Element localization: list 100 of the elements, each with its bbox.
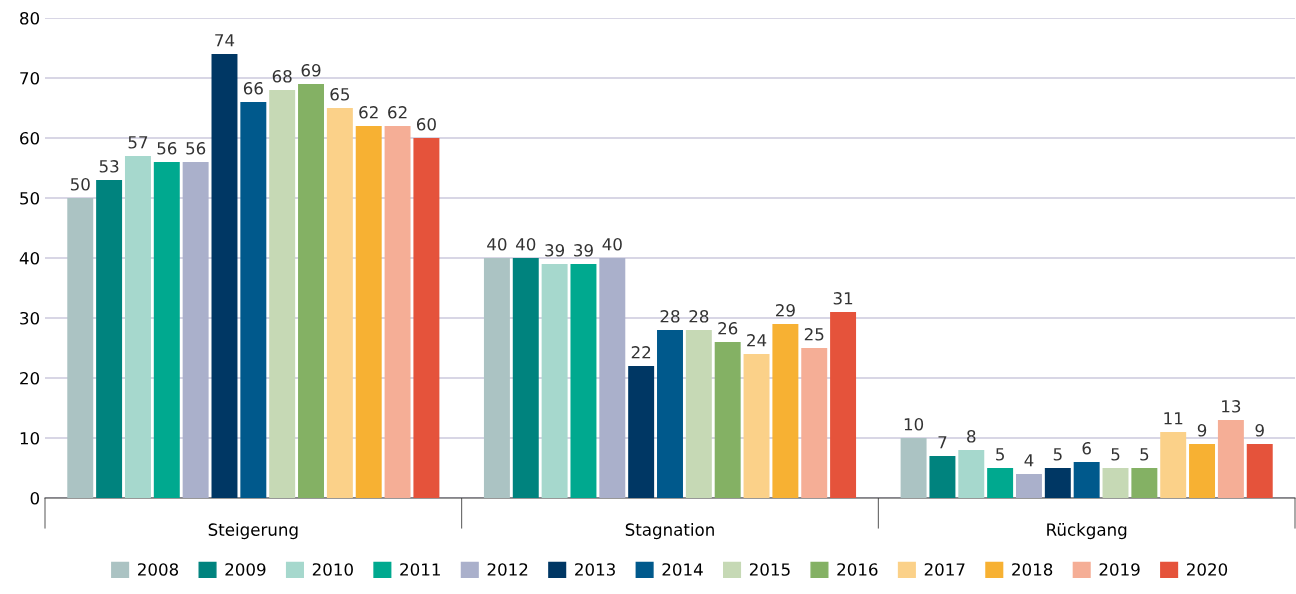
bar <box>269 90 296 498</box>
bar <box>801 348 828 498</box>
data-label: 56 <box>186 142 206 155</box>
data-label: 24 <box>747 334 767 347</box>
bar <box>355 126 382 498</box>
bar <box>987 468 1014 498</box>
legend-label: 2018 <box>1012 563 1053 576</box>
data-label: 5 <box>996 448 1004 461</box>
data-label: 7 <box>938 436 947 449</box>
data-label: 9 <box>1197 424 1207 437</box>
bar <box>570 264 597 498</box>
data-label: 62 <box>388 106 407 119</box>
data-label: 40 <box>515 238 536 251</box>
data-label: 56 <box>157 142 177 155</box>
data-label: 28 <box>689 310 709 323</box>
bar <box>657 330 683 498</box>
bar <box>240 102 267 498</box>
data-label: 66 <box>243 82 263 95</box>
data-label: 5 <box>1053 448 1062 461</box>
bar <box>124 156 151 498</box>
bar <box>685 330 712 498</box>
bar <box>298 84 325 498</box>
data-label: 62 <box>359 106 378 119</box>
legend-label: 2020 <box>1187 563 1228 576</box>
data-label: 40 <box>602 238 622 251</box>
bar <box>1015 474 1042 498</box>
data-label: 26 <box>718 322 738 335</box>
legend-label: 2017 <box>924 563 965 576</box>
data-label: 13 <box>1222 400 1241 413</box>
data-label: 10 <box>904 418 924 431</box>
bar <box>1102 468 1129 498</box>
data-label: 28 <box>660 310 680 323</box>
data-label: 25 <box>804 328 824 341</box>
bar <box>1246 444 1273 498</box>
y-tick-label: 10 <box>20 431 40 445</box>
legend-label: 2019 <box>1099 563 1140 576</box>
data-label: 11 <box>1164 412 1183 425</box>
bar <box>714 342 741 498</box>
bar <box>384 126 411 498</box>
bar <box>483 258 510 498</box>
data-label: 68 <box>272 70 292 83</box>
data-label: 31 <box>833 292 853 305</box>
bar <box>929 456 956 498</box>
data-label: 60 <box>416 118 436 131</box>
bar <box>67 198 94 498</box>
bar <box>1044 468 1071 498</box>
legend-label: 2012 <box>487 563 528 576</box>
bar <box>1073 462 1100 498</box>
y-tick-label: 50 <box>20 191 40 205</box>
bar <box>153 162 180 498</box>
data-label: 40 <box>487 238 507 251</box>
bar <box>830 312 857 498</box>
bar <box>628 366 655 498</box>
data-label: 5 <box>1111 448 1120 461</box>
data-label: 29 <box>776 304 795 317</box>
y-tick-label: 40 <box>19 251 40 265</box>
legend-label: 2014 <box>662 563 703 576</box>
legend-label: 2011 <box>400 563 440 576</box>
legend-label: 2013 <box>575 563 615 576</box>
bar <box>326 108 353 498</box>
y-tick-label: 80 <box>20 11 40 25</box>
y-tick-label: 20 <box>20 371 40 385</box>
bar <box>1217 420 1244 498</box>
data-label: 22 <box>631 346 651 359</box>
bar <box>958 450 985 498</box>
data-label: 57 <box>128 136 148 149</box>
y-tick-label: 70 <box>20 71 40 85</box>
y-tick-label: 60 <box>20 131 40 145</box>
data-label: 53 <box>99 160 119 173</box>
legend-label: 2016 <box>837 563 878 576</box>
data-label: 5 <box>1140 448 1149 461</box>
bar <box>182 162 209 498</box>
bar <box>512 258 539 498</box>
bar <box>772 324 799 498</box>
data-label: 9 <box>1255 424 1264 437</box>
bar <box>900 438 927 498</box>
data-label: 8 <box>967 430 976 443</box>
y-tick-label: 30 <box>20 311 40 325</box>
data-label: 39 <box>545 244 565 257</box>
legend-label: 2009 <box>225 563 266 576</box>
y-tick-label: 0 <box>30 491 40 505</box>
legend-label: 2008 <box>138 563 179 576</box>
bar <box>211 54 238 498</box>
bar <box>413 138 440 498</box>
data-label: 65 <box>330 88 350 101</box>
bar <box>743 354 770 498</box>
x-tick-label: Rückgang <box>1047 523 1127 540</box>
data-label: 4 <box>1024 454 1034 467</box>
data-label: 39 <box>574 244 593 257</box>
x-tick-label: Steigerung <box>208 523 298 540</box>
legend-label: 2010 <box>312 563 353 576</box>
legend-label: 2015 <box>749 563 790 576</box>
bar <box>1160 432 1187 498</box>
bar <box>1189 444 1216 498</box>
bar <box>599 258 626 498</box>
data-label: 69 <box>301 64 321 77</box>
data-label: 6 <box>1082 442 1091 455</box>
data-label: 50 <box>70 178 90 191</box>
data-label: 74 <box>215 34 235 47</box>
bar <box>1131 468 1158 498</box>
